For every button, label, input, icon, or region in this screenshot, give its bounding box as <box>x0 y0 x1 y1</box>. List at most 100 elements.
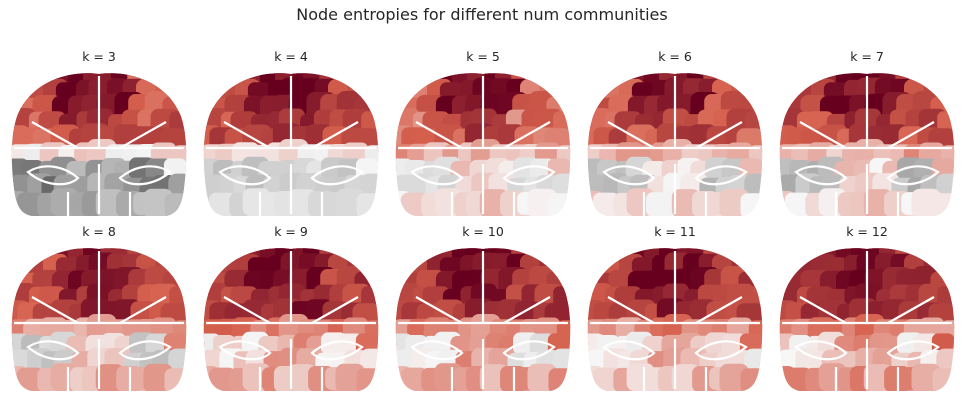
brain-heatmap <box>203 248 379 392</box>
panel-title: k = 9 <box>274 224 308 239</box>
brain-heatmap <box>779 73 955 217</box>
parcel-cell <box>203 248 220 263</box>
parcel-cell <box>203 73 220 88</box>
region-boundary <box>887 121 935 149</box>
region-boundary <box>886 340 940 361</box>
region-boundary <box>415 296 463 324</box>
parcel-cell <box>356 193 379 217</box>
panel-title: k = 7 <box>850 49 884 64</box>
region-boundary <box>26 340 80 361</box>
region-boundary <box>310 165 364 186</box>
parcel-cell <box>395 73 412 88</box>
parcel-cell <box>779 73 796 88</box>
parcel-cell <box>741 73 763 87</box>
panel-k-6: k = 6 <box>584 50 766 220</box>
parcel-cell <box>549 73 571 87</box>
panel-title: k = 4 <box>274 49 308 64</box>
brain-heatmap <box>11 248 187 392</box>
parcel-cell <box>401 248 428 264</box>
panel-title: k = 6 <box>658 49 692 64</box>
parcel-cell <box>401 73 428 89</box>
parcel-cell <box>785 73 812 89</box>
region-boundary <box>311 121 359 149</box>
brain-heatmap <box>587 73 763 217</box>
parcel-cell <box>785 248 812 264</box>
parcel-cell <box>740 193 763 217</box>
parcel-cell <box>933 73 955 87</box>
parcel-cell <box>933 248 955 262</box>
parcel-cell <box>165 73 187 87</box>
region-boundary <box>119 296 167 324</box>
region-boundary <box>694 340 748 361</box>
panel-k-8: k = 8 <box>8 225 190 395</box>
panel-title: k = 3 <box>82 49 116 64</box>
parcel-cell <box>357 73 379 87</box>
panel-k-3: k = 3 <box>8 50 190 220</box>
brain-heatmap <box>587 248 763 392</box>
region-boundary <box>887 296 935 324</box>
region-boundary <box>799 296 847 324</box>
parcel-cell <box>17 73 44 89</box>
region-boundary <box>311 296 359 324</box>
region-boundary <box>607 121 655 149</box>
region-boundary <box>119 121 167 149</box>
region-boundary <box>223 121 271 149</box>
region-boundary <box>223 296 271 324</box>
parcel-cell <box>209 248 236 264</box>
region-boundary <box>503 296 551 324</box>
panel-title: k = 11 <box>654 224 696 239</box>
panel-title: k = 8 <box>82 224 116 239</box>
brain-heatmap <box>203 73 379 217</box>
parcel-cell <box>549 248 571 262</box>
parcel-cell <box>593 248 620 264</box>
panel-k-12: k = 12 <box>776 225 958 395</box>
region-boundary <box>799 121 847 149</box>
region-boundary <box>31 121 79 149</box>
panel-k-4: k = 4 <box>200 50 382 220</box>
parcel-cell <box>932 368 955 392</box>
parcel-cell <box>548 193 571 217</box>
parcel-cell <box>356 368 379 392</box>
panel-k-7: k = 7 <box>776 50 958 220</box>
parcel-cell <box>932 193 955 217</box>
region-boundary <box>607 296 655 324</box>
region-boundary <box>602 340 656 361</box>
figure-title: Node entropies for different num communi… <box>296 5 668 24</box>
panel-title: k = 10 <box>462 224 504 239</box>
parcel-cell <box>593 73 620 89</box>
region-boundary <box>695 121 743 149</box>
region-boundary <box>794 340 848 361</box>
parcel-cell <box>17 248 44 264</box>
brain-heatmap <box>395 73 571 217</box>
parcel-cell <box>209 73 236 89</box>
region-boundary <box>503 121 551 149</box>
region-boundary <box>410 165 464 186</box>
brain-heatmap <box>11 73 187 217</box>
parcel-cell <box>741 248 763 262</box>
region-boundary <box>695 296 743 324</box>
region-boundary <box>794 165 848 186</box>
parcel-cell <box>164 193 187 217</box>
parcel-cell <box>165 248 187 262</box>
parcel-cell <box>740 368 763 392</box>
parcel-cell <box>357 248 379 262</box>
parcel-cell <box>164 368 187 392</box>
parcel-cell <box>587 73 604 88</box>
parcel-cell <box>587 248 604 263</box>
region-boundary <box>31 296 79 324</box>
panel-title: k = 5 <box>466 49 500 64</box>
parcel-cell <box>11 248 28 263</box>
region-boundary <box>694 165 748 186</box>
parcel-cell <box>395 248 412 263</box>
region-boundary <box>602 165 656 186</box>
region-boundary <box>218 165 272 186</box>
brain-heatmap <box>395 248 571 392</box>
region-boundary <box>502 340 556 361</box>
panel-k-11: k = 11 <box>584 225 766 395</box>
region-boundary <box>502 165 556 186</box>
brain-heatmap <box>779 248 955 392</box>
panel-k-9: k = 9 <box>200 225 382 395</box>
region-boundary <box>410 340 464 361</box>
region-boundary <box>118 165 172 186</box>
parcel-cell <box>11 73 28 88</box>
